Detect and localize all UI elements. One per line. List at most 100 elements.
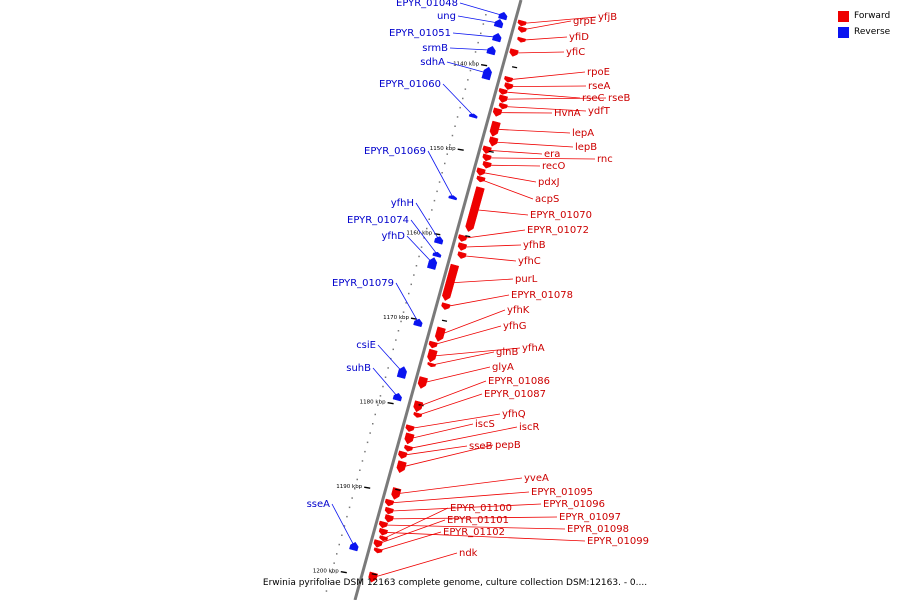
density-dot bbox=[431, 209, 433, 211]
gene-iscr bbox=[404, 444, 414, 452]
density-dot bbox=[402, 311, 405, 313]
density-dot bbox=[451, 134, 454, 137]
gene-sdha bbox=[481, 66, 492, 81]
gene-yfhb bbox=[457, 242, 468, 251]
gene-label-purl: purL bbox=[515, 274, 538, 285]
density-dot bbox=[464, 88, 467, 90]
density-dot bbox=[384, 376, 387, 378]
leader-yfhq bbox=[409, 413, 501, 429]
leader-epyr-01097 bbox=[388, 516, 558, 520]
gene-label-yfhc: yfhC bbox=[518, 256, 541, 267]
density-dot bbox=[413, 274, 415, 276]
gene-yfid bbox=[517, 36, 527, 43]
gene-label-epyr-01095: EPYR_01095 bbox=[531, 487, 593, 498]
scale-tick-label: 1200 kbp bbox=[313, 569, 339, 575]
density-dot bbox=[341, 534, 343, 536]
genome-backbone bbox=[353, 0, 523, 600]
density-dot bbox=[462, 97, 464, 100]
gene-suhb bbox=[392, 392, 402, 402]
density-dot bbox=[400, 320, 402, 323]
leader-reco bbox=[486, 164, 541, 167]
density-dot bbox=[374, 413, 376, 416]
gene-label-epyr-01074: EPYR_01074 bbox=[347, 215, 409, 226]
density-dot bbox=[405, 302, 407, 304]
scale-tick bbox=[480, 64, 488, 67]
density-dot bbox=[346, 515, 348, 518]
density-dot bbox=[382, 385, 384, 388]
density-dot bbox=[338, 543, 340, 546]
gene-epyr-01096 bbox=[384, 506, 394, 515]
gene-yfhq bbox=[405, 424, 415, 432]
leader-epyr-01072 bbox=[462, 229, 526, 239]
gene-label-epyr-01087: EPYR_01087 bbox=[484, 389, 546, 400]
leader-epyr-01070 bbox=[474, 209, 529, 216]
gene-sseb bbox=[398, 450, 408, 459]
density-dot bbox=[418, 255, 420, 258]
gene-label-pepb: pepB bbox=[495, 440, 521, 451]
density-dot bbox=[444, 162, 446, 165]
leader-pdxj bbox=[480, 171, 537, 183]
gene-ydft bbox=[498, 102, 508, 110]
leader-epyr-01087 bbox=[417, 393, 483, 416]
density-dot bbox=[449, 144, 451, 146]
leader-purl bbox=[449, 278, 514, 284]
gene-label-glnb: glnB bbox=[496, 347, 518, 358]
gene-label-epyr-01096: EPYR_01096 bbox=[543, 499, 605, 510]
gene-lepb bbox=[488, 136, 499, 147]
gene-epyr-01095 bbox=[384, 498, 395, 507]
gene-epyr-01060 bbox=[468, 113, 478, 119]
legend-forward: Forward bbox=[838, 9, 890, 23]
scale-tick-label: 1170 kbp bbox=[383, 315, 409, 321]
gene-epyr-01099 bbox=[378, 527, 389, 536]
gene-label-hvna: HvnA bbox=[554, 108, 581, 119]
gene-grpe bbox=[517, 25, 527, 33]
density-dot bbox=[328, 581, 330, 583]
ticks-layer: 1140 kbp 1150 kbp 1160 kbp 1170 kbp 1180 kbp… bbox=[313, 62, 518, 576]
gene-label-ndk: ndk bbox=[459, 548, 478, 559]
density-dot bbox=[343, 525, 346, 527]
density-dot bbox=[477, 41, 479, 44]
gene-rnc bbox=[482, 153, 492, 162]
gene-label-iscr: iscR bbox=[519, 422, 539, 433]
forward-swatch bbox=[838, 10, 849, 22]
density-dot bbox=[467, 79, 469, 81]
gene-epyr-01074 bbox=[432, 251, 442, 258]
gene-label-sdha: sdhA bbox=[420, 57, 445, 68]
density-dot bbox=[325, 590, 328, 592]
leader-epyr-01069 bbox=[427, 150, 454, 198]
density-dot bbox=[336, 553, 338, 555]
gene-label-reco: recO bbox=[542, 161, 566, 172]
density-dot bbox=[485, 14, 487, 16]
gene-label-epyr-01098: EPYR_01098 bbox=[567, 524, 629, 535]
leader-epyr-01079 bbox=[395, 282, 419, 323]
gene-rsec bbox=[498, 87, 508, 95]
gene-label-epyr-01097: EPYR_01097 bbox=[559, 512, 621, 523]
scale-tick-right bbox=[511, 66, 518, 69]
gene-label-epyr-01078: EPYR_01078 bbox=[511, 290, 573, 301]
density-dot bbox=[377, 404, 379, 406]
density-dot bbox=[369, 432, 371, 434]
leader-epyr-01086 bbox=[417, 380, 487, 408]
gene-yfhh bbox=[433, 236, 444, 245]
leader-sdha bbox=[446, 61, 488, 74]
density-dot bbox=[472, 60, 474, 62]
gene-label-epyr-01060: EPYR_01060 bbox=[379, 79, 441, 90]
gene-label-csie: csiE bbox=[356, 340, 376, 351]
density-dot bbox=[426, 227, 428, 230]
gene-label-yfhk: yfhK bbox=[507, 305, 530, 316]
density-dot bbox=[366, 441, 369, 444]
scale-tick-right bbox=[395, 488, 401, 491]
gene-label-yfhb: yfhB bbox=[523, 240, 546, 251]
leader-epyr-01060 bbox=[442, 83, 474, 116]
gene-era bbox=[482, 145, 492, 154]
leader-epyr-01100 bbox=[383, 507, 449, 540]
leader-lepb bbox=[493, 141, 574, 148]
leader-srmb bbox=[449, 47, 492, 51]
scale-tick-right bbox=[441, 319, 448, 322]
leader-rseb bbox=[502, 97, 607, 100]
gene-rseb bbox=[498, 94, 509, 103]
scale-tick-right bbox=[465, 235, 471, 238]
scale-tick bbox=[387, 402, 394, 405]
leader-rsea bbox=[508, 85, 587, 87]
gene-label-ssea: sseA bbox=[307, 499, 331, 510]
